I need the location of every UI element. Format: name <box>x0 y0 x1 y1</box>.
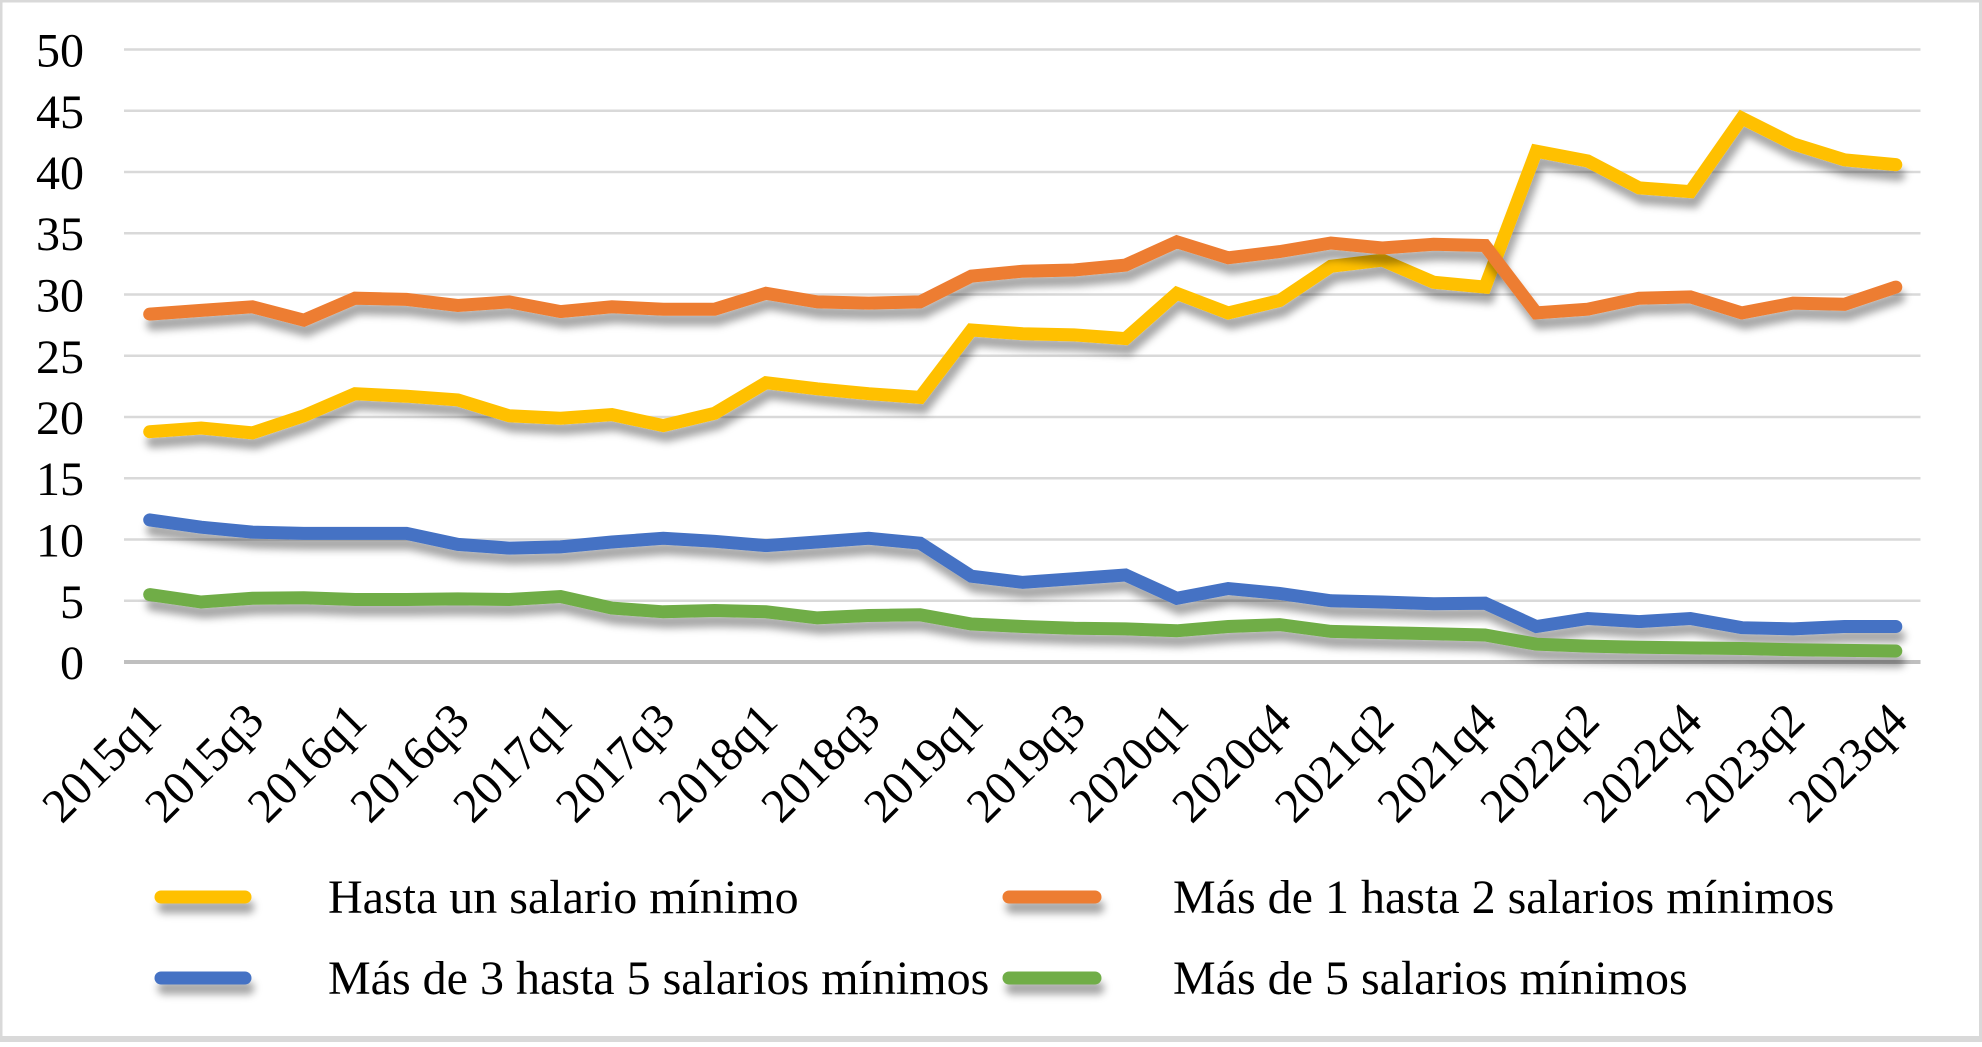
svg-text:20: 20 <box>36 392 84 445</box>
svg-text:45: 45 <box>36 86 84 139</box>
svg-text:35: 35 <box>36 208 84 261</box>
svg-text:Hasta un salario mínimo: Hasta un salario mínimo <box>328 871 799 924</box>
svg-text:15: 15 <box>36 453 84 506</box>
svg-text:10: 10 <box>36 515 84 568</box>
svg-text:30: 30 <box>36 270 84 323</box>
svg-text:50: 50 <box>36 25 84 78</box>
svg-text:25: 25 <box>36 331 84 384</box>
svg-text:0: 0 <box>60 637 84 690</box>
svg-text:40: 40 <box>36 147 84 200</box>
svg-text:5: 5 <box>60 576 84 629</box>
svg-text:Más de 1 hasta 2 salarios míni: Más de 1 hasta 2 salarios mínimos <box>1173 871 1834 924</box>
svg-text:Más de 3 hasta 5 salarios míni: Más de 3 hasta 5 salarios mínimos <box>328 952 989 1005</box>
svg-text:Más de 5 salarios mínimos: Más de 5 salarios mínimos <box>1173 952 1688 1005</box>
